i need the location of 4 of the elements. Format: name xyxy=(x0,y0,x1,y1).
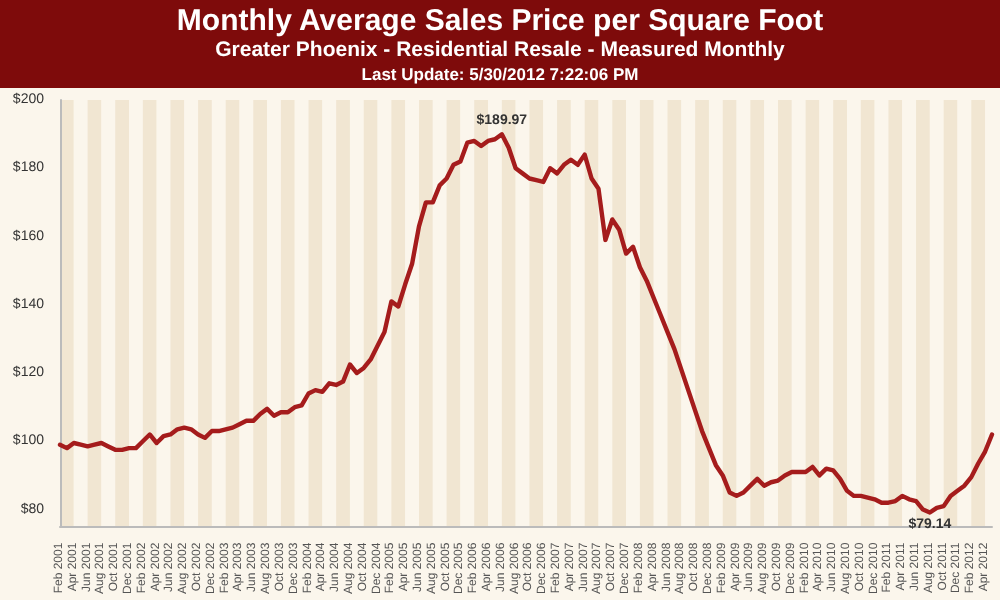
chart-subtitle: Greater Phoenix - Residential Resale - Measured Monthly xyxy=(213,38,787,64)
line-series xyxy=(57,132,995,515)
text: Last Update: 5/30/2012 7:22:06 PM xyxy=(359,64,641,84)
chart-title: Monthly Average Sales Price per Square Foot xyxy=(174,4,826,38)
